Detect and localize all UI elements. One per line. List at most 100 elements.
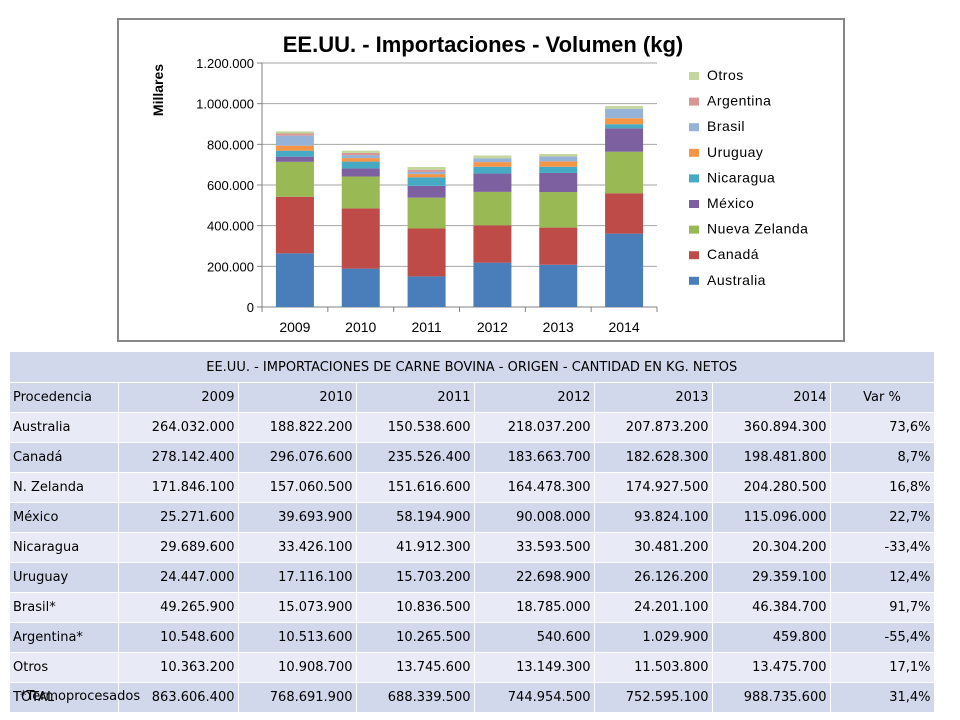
table-row: Nicaragua 29.689.600 33.426.100 41.912.300 3… — [10, 532, 935, 563]
table-row: Australia 264.032.000 188.822.200 150.538.6… — [10, 412, 935, 443]
legend-swatch — [689, 148, 699, 157]
table-cell: 49.265.900 — [118, 592, 239, 623]
table-cell: 39.693.900 — [238, 502, 357, 533]
table-cell: 10.265.500 — [356, 622, 475, 653]
bar-argentina-2009 — [275, 133, 314, 136]
table-cell: 752.595.100 — [594, 682, 713, 713]
legend-label: Nueva Zelanda — [707, 221, 808, 237]
table-cell: 278.142.400 — [118, 442, 239, 473]
table-cell: 41.912.300 — [356, 532, 475, 563]
table-cell: 218.037.200 — [474, 412, 595, 443]
legend-swatch — [689, 72, 699, 80]
table-cell: 26.126.200 — [594, 562, 713, 593]
row-label: México — [10, 502, 119, 533]
table-cell: 31,4% — [830, 682, 935, 713]
y-axis-label: Millares — [150, 64, 166, 116]
table-cell: 183.663.700 — [474, 442, 595, 473]
table-cell: 12,4% — [830, 562, 935, 593]
legend-label: Argentina — [707, 93, 771, 109]
table-cell: -33,4% — [830, 532, 935, 563]
row-label: Brasil* — [10, 592, 119, 623]
table-cell: 296.076.600 — [238, 442, 357, 473]
x-tick-label: 2009 — [279, 319, 310, 335]
table-cell: 10.548.600 — [118, 622, 239, 653]
column-header: 2011 — [356, 382, 475, 413]
table-cell: 29.689.600 — [118, 532, 239, 563]
row-label: Argentina* — [10, 622, 119, 653]
table-cell: 29.359.100 — [712, 562, 831, 593]
bar-uruguay-2009 — [275, 145, 314, 151]
table-row: N. Zelanda 171.846.100 157.060.500 151.616.… — [10, 472, 935, 503]
bar-australia-2011 — [407, 276, 446, 307]
table-cell: 204.280.500 — [712, 472, 831, 503]
bar-nueva-zelanda-2010 — [341, 176, 380, 209]
table-row: TOTAL 863.606.400 768.691.900 688.339.500 74… — [10, 682, 935, 713]
legend-label: Australia — [707, 272, 766, 288]
row-label: Australia — [10, 412, 119, 443]
table-cell: 151.616.600 — [356, 472, 475, 503]
bar-brasil-2011 — [407, 171, 446, 175]
y-tick-label: 800.000 — [207, 137, 254, 152]
bar-nicaragua-2012 — [473, 166, 512, 174]
table-title: EE.UU. - IMPORTACIONES DE CARNE BOVINA -… — [10, 352, 935, 383]
table-cell: 17.116.100 — [238, 562, 357, 593]
table-row: Uruguay 24.447.000 17.116.100 15.703.200 22.… — [10, 562, 935, 593]
table-cell: 58.194.900 — [356, 502, 475, 533]
table-cell: 33.426.100 — [238, 532, 357, 563]
row-label: Otros — [10, 652, 119, 683]
legend-swatch — [689, 123, 699, 132]
table-row: Canadá 278.142.400 296.076.600 235.526.400 1… — [10, 442, 935, 473]
table-cell: -55,4% — [830, 622, 935, 653]
chart-frame: EE.UU. - Importaciones - Volumen (kg) Mil… — [117, 18, 845, 342]
bar-nicaragua-2009 — [275, 150, 314, 157]
bar-m-xico-2010 — [341, 168, 380, 177]
table-cell: 768.691.900 — [238, 682, 357, 713]
bar-australia-2009 — [275, 253, 314, 307]
y-tick-label: 0 — [247, 300, 254, 315]
table-cell: 1.029.900 — [594, 622, 713, 653]
table-cell: 15.703.200 — [356, 562, 475, 593]
column-header: 2009 — [118, 382, 239, 413]
bar-m-xico-2014 — [605, 128, 644, 152]
bar-nueva-zelanda-2009 — [275, 161, 314, 197]
table-cell: 8,7% — [830, 442, 935, 473]
table-cell: 744.954.500 — [474, 682, 595, 713]
table-cell: 25.271.600 — [118, 502, 239, 533]
bar-otros-2012 — [473, 155, 512, 159]
table-cell: 16,8% — [830, 472, 935, 503]
bar-otros-2011 — [407, 167, 446, 170]
y-tick-label: 200.000 — [207, 259, 254, 274]
bar-nueva-zelanda-2014 — [605, 151, 644, 194]
table-cell: 11.503.800 — [594, 652, 713, 683]
table-cell: 164.478.300 — [474, 472, 595, 503]
x-tick-label: 2014 — [609, 319, 640, 335]
bar-canad--2013 — [539, 227, 578, 265]
column-header: 2010 — [238, 382, 357, 413]
table-cell: 20.304.200 — [712, 532, 831, 563]
table-cell: 10.836.500 — [356, 592, 475, 623]
bar-brasil-2014 — [605, 108, 644, 119]
bar-otros-2013 — [539, 153, 578, 157]
bar-nicaragua-2010 — [341, 161, 380, 169]
table-cell: 235.526.400 — [356, 442, 475, 473]
bar-uruguay-2014 — [605, 118, 644, 125]
bar-canad--2011 — [407, 228, 446, 277]
table-header-row: Procedencia 2009 2010 2011 2012 2013 2014 Var % — [10, 382, 935, 413]
bar-australia-2014 — [605, 233, 644, 307]
bar-otros-2009 — [275, 131, 314, 134]
table-title-row: EE.UU. - IMPORTACIONES DE CARNE BOVINA -… — [10, 352, 935, 383]
table-cell: 157.060.500 — [238, 472, 357, 503]
table-cell: 13.745.600 — [356, 652, 475, 683]
imports-table: EE.UU. - IMPORTACIONES DE CARNE BOVINA -… — [10, 352, 935, 713]
table-cell: 182.628.300 — [594, 442, 713, 473]
bar-m-xico-2013 — [539, 172, 578, 193]
legend-label: Nicaragua — [707, 169, 775, 185]
bar-nicaragua-2013 — [539, 166, 578, 173]
table-cell: 46.384.700 — [712, 592, 831, 623]
table-row: Brasil* 49.265.900 15.073.900 10.836.500 18.… — [10, 592, 935, 623]
table-cell: 688.339.500 — [356, 682, 475, 713]
table-cell: 24.201.100 — [594, 592, 713, 623]
bar-argentina-2010 — [341, 152, 380, 156]
legend-swatch — [689, 225, 699, 234]
bar-otros-2010 — [341, 150, 380, 153]
